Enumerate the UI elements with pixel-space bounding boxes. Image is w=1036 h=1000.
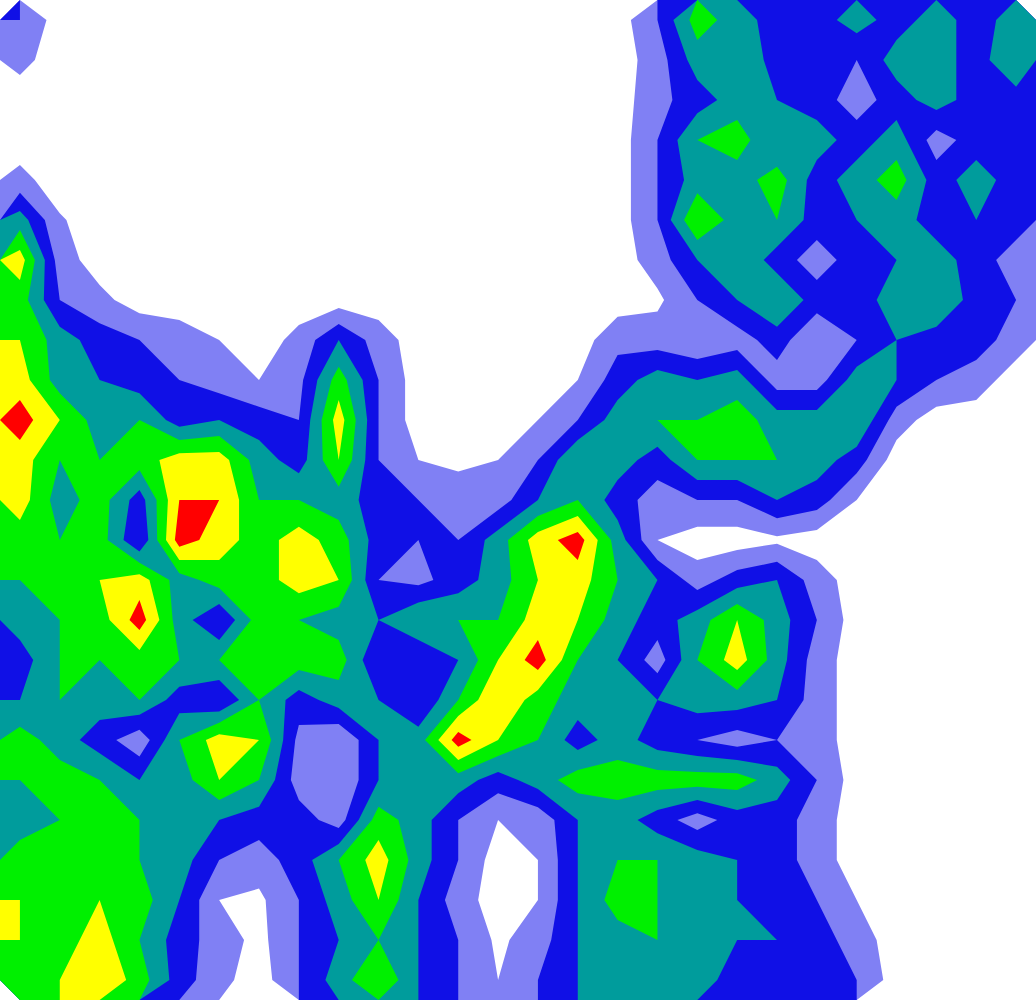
contour-band: [0, 250, 747, 1000]
contour-band: [0, 400, 584, 747]
contour-band: [0, 0, 1036, 1000]
contour-band: [0, 0, 1036, 1000]
chart-svg: [0, 0, 1036, 1000]
contour-band: [0, 0, 1036, 1000]
chart-container: [0, 0, 1036, 1000]
plot-area: [0, 0, 1036, 1000]
contour-band: [0, 0, 907, 1000]
